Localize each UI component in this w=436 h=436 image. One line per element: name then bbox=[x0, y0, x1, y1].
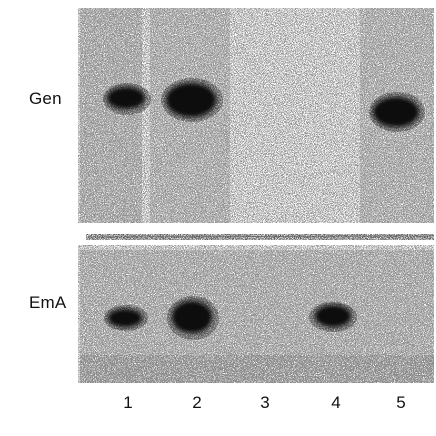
panel-divider bbox=[86, 234, 434, 240]
lane-number-4: 4 bbox=[331, 393, 341, 412]
lane-number-5: 5 bbox=[396, 393, 406, 412]
row-label-gen: Gen bbox=[29, 89, 62, 108]
ema-band-lane-1 bbox=[104, 305, 148, 331]
lane-number-3: 3 bbox=[260, 393, 270, 412]
lane-number-2: 2 bbox=[192, 393, 202, 412]
gen-band-lane-5 bbox=[369, 92, 425, 132]
gen-band-lane-1 bbox=[103, 83, 151, 115]
gen-bands bbox=[103, 78, 425, 132]
ema-band-lane-4 bbox=[309, 302, 357, 332]
lane-number-1: 1 bbox=[123, 393, 133, 412]
gen-band-lane-2 bbox=[161, 78, 223, 122]
ema-bands bbox=[104, 296, 357, 340]
row-label-ema: EmA bbox=[29, 293, 67, 312]
ema-band-lane-2 bbox=[167, 296, 219, 340]
